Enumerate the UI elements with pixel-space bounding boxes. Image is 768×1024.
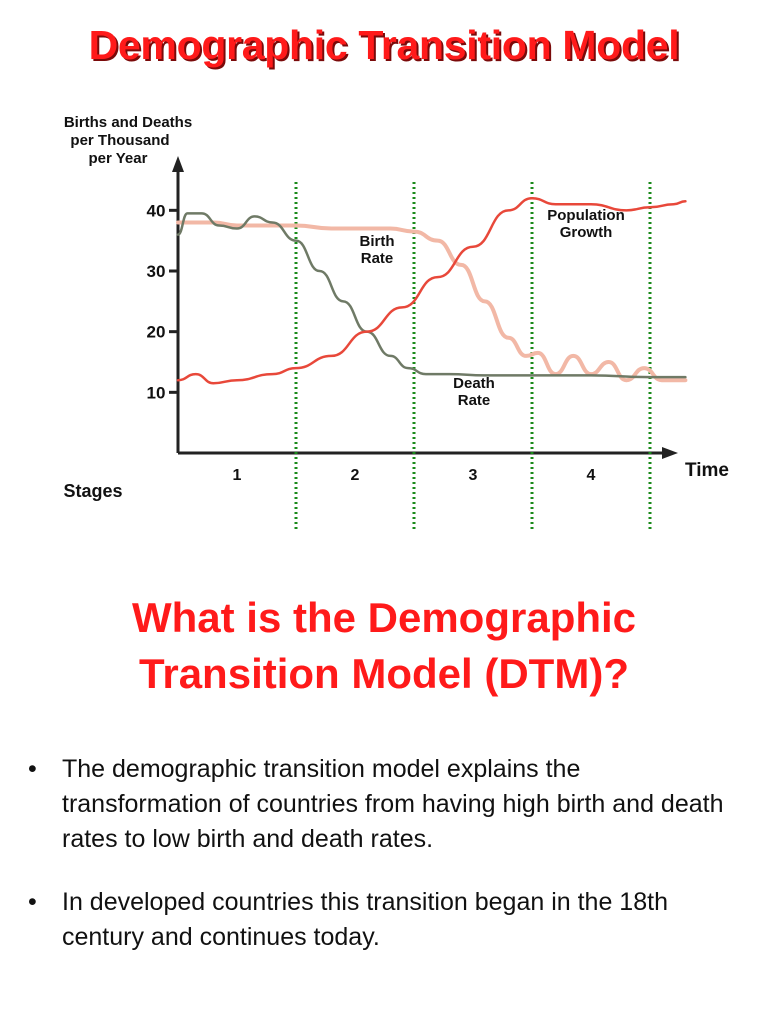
death-rate-label: Death	[453, 375, 495, 392]
chart-axes: Time	[172, 156, 729, 481]
stage-number-label: 3	[469, 467, 478, 484]
y-tick-label: 30	[147, 262, 166, 281]
population-growth-line	[176, 196, 687, 385]
population-growth-label: Growth	[560, 224, 613, 241]
y-tick-label: 10	[147, 383, 166, 402]
bullet-marker: •	[28, 755, 37, 783]
stages-label: Stages	[63, 481, 122, 501]
y-axis-arrow-icon	[172, 156, 184, 172]
bullet-text: The demographic transition model explain…	[62, 755, 724, 853]
x-axis-label: Time	[685, 460, 729, 481]
question-line-1: What is the Demographic	[131, 594, 637, 641]
y-tick-label: 40	[147, 201, 166, 220]
stage-dividers	[294, 182, 652, 530]
stage-number-label: 1	[233, 467, 242, 484]
bullet-list: • The demographic transition model expla…	[28, 752, 740, 983]
bullet-marker: •	[28, 888, 37, 916]
death-rate-label: Rate	[458, 392, 491, 409]
y-axis-label-line: Births and Deaths	[64, 114, 192, 131]
y-axis-label-line: per Thousand	[70, 132, 169, 149]
y-axis-label-line: per Year	[89, 150, 148, 167]
y-tick-label: 20	[147, 323, 166, 342]
series-lines	[176, 196, 688, 385]
bullet-text: In developed countries this transition b…	[62, 888, 668, 951]
birth-rate-label: Rate	[361, 250, 394, 267]
birth-rate-line	[176, 220, 688, 383]
population-growth-label: Population	[547, 207, 625, 224]
slide-title: Demographic Transition Model	[88, 22, 680, 68]
question-heading: What is the Demographic Transition Model…	[0, 590, 768, 702]
death-rate-line	[176, 212, 687, 379]
bullet-item: • In developed countries this transition…	[28, 885, 740, 955]
stage-number-label: 2	[351, 467, 360, 484]
birth-rate-label: Birth	[360, 233, 395, 250]
bullet-item: • The demographic transition model expla…	[28, 752, 740, 857]
stage-number-label: 4	[587, 467, 596, 484]
y-axis-ticks: 10 20 30 40	[147, 201, 178, 402]
question-line-2: Transition Model (DTM)?	[139, 650, 629, 697]
stage-labels: Stages 1 2 3 4	[63, 467, 595, 501]
x-axis-arrow-icon	[662, 447, 678, 459]
